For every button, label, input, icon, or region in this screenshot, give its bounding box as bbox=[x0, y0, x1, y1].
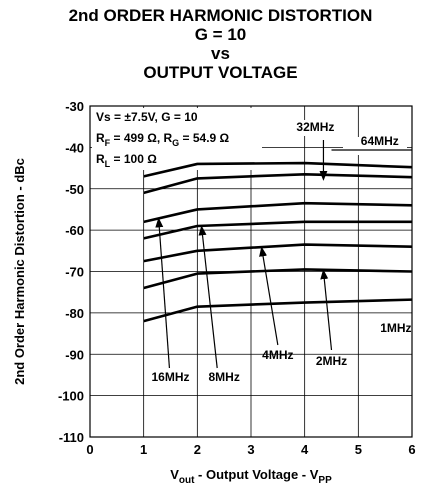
y-tick-label: -60 bbox=[65, 223, 84, 238]
x-tick-label: 4 bbox=[301, 442, 309, 457]
series-line-2mhz bbox=[143, 268, 413, 290]
x-tick-label: 1 bbox=[140, 442, 147, 457]
callout-line-16mhz bbox=[155, 217, 171, 369]
callout-line-8mhz bbox=[198, 225, 218, 369]
label-background bbox=[282, 120, 330, 136]
series-line-4mhz bbox=[143, 243, 413, 263]
conditions-line: RL = 100 Ω bbox=[96, 152, 157, 169]
callout-line-2mhz bbox=[320, 269, 333, 351]
x-axis-label: Vout - Output Voltage - VPP bbox=[170, 467, 332, 486]
y-tick-label: -40 bbox=[65, 140, 84, 155]
series-line-1mhz bbox=[143, 298, 413, 323]
series-label-4mhz: 4MHz bbox=[262, 348, 293, 362]
chart-title-line-4: OUTPUT VOLTAGE bbox=[143, 63, 298, 82]
x-tick-label: 0 bbox=[86, 442, 93, 457]
series-label-16mhz: 16MHz bbox=[151, 370, 189, 384]
y-tick-label: -100 bbox=[58, 389, 84, 404]
y-tick-label: -50 bbox=[65, 182, 84, 197]
chart-title-line-1: 2nd ORDER HARMONIC DISTORTION bbox=[68, 6, 373, 25]
y-tick-label: -90 bbox=[65, 347, 84, 362]
series-line-64mhz bbox=[143, 161, 413, 178]
series-line-16mhz bbox=[143, 201, 413, 224]
series-label-32mhz: 32MHz bbox=[296, 120, 334, 134]
y-tick-label: -70 bbox=[65, 265, 84, 280]
series-label-64mhz: 64MHz bbox=[361, 134, 399, 148]
conditions-background bbox=[92, 108, 262, 170]
y-tick-label: -110 bbox=[59, 430, 84, 445]
series-line-32mhz bbox=[143, 172, 413, 195]
x-tick-label: 6 bbox=[408, 442, 415, 457]
x-tick-label: 3 bbox=[247, 442, 254, 457]
label-background bbox=[360, 318, 408, 336]
series-label-2mhz: 2MHz bbox=[316, 354, 347, 368]
conditions-line: Vs = ±7.5V, G = 10 bbox=[96, 110, 198, 124]
y-tick-label: -80 bbox=[65, 306, 84, 321]
callout-line-4mhz bbox=[259, 246, 279, 346]
y-axis-label: 2nd Order Harmonic Distortion - dBc bbox=[12, 158, 27, 385]
chart-title-line-3: vs bbox=[211, 44, 230, 63]
series-label-1mhz: 1MHz bbox=[380, 321, 411, 335]
conditions-line: RF = 499 Ω, RG = 54.9 Ω bbox=[96, 131, 230, 148]
chart-title-line-2: G = 10 bbox=[194, 25, 247, 44]
series-line-8mhz bbox=[143, 220, 412, 240]
series-label-8mhz: 8MHz bbox=[208, 370, 239, 384]
y-tick-label: -30 bbox=[65, 99, 84, 114]
x-tick-label: 5 bbox=[355, 442, 362, 457]
x-tick-label: 2 bbox=[194, 442, 201, 457]
